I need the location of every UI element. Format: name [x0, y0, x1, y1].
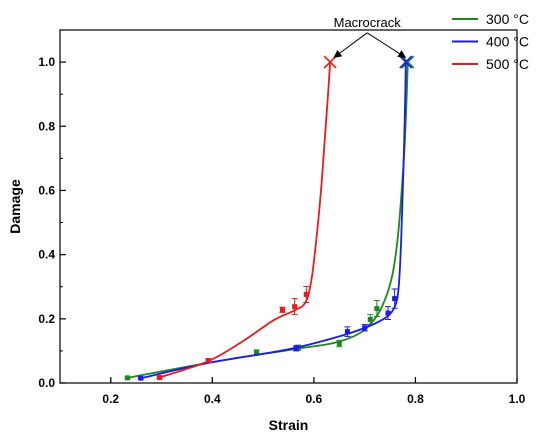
data-point — [303, 291, 309, 297]
x-tick-label: 0.8 — [407, 392, 424, 406]
fracture-marker — [399, 55, 413, 69]
y-tick-label: 0.2 — [38, 312, 55, 326]
fracture-marker — [401, 55, 415, 69]
series-300c — [124, 55, 415, 381]
fracture-marker — [323, 55, 337, 69]
data-point — [293, 345, 299, 351]
y-tick-label: 0.4 — [38, 248, 55, 262]
annotation-arrow — [333, 32, 368, 58]
y-tick-label: 0.6 — [38, 183, 55, 197]
legend-label: 300 °C — [486, 11, 529, 27]
series-line — [127, 62, 409, 379]
data-point — [157, 375, 163, 381]
x-tick-label: 0.6 — [306, 392, 323, 406]
series-400c — [137, 55, 413, 381]
legend-label: 400 °C — [486, 34, 529, 50]
series-line — [140, 62, 407, 380]
data-point — [279, 307, 285, 313]
data-point — [374, 306, 380, 312]
data-point — [254, 350, 260, 356]
legend: 300 °C 400 °C 500 °C — [452, 11, 529, 72]
y-axis-title: Damage — [7, 179, 23, 234]
data-point — [138, 375, 144, 381]
x-axis-title: Strain — [269, 417, 309, 433]
data-point — [362, 325, 368, 331]
macrocrack-label: Macrocrack — [334, 15, 402, 30]
x-tick-label: 0.2 — [102, 392, 119, 406]
x-tick-label: 1.0 — [509, 392, 526, 406]
data-point — [125, 375, 131, 381]
y-tick-label: 0.0 — [38, 376, 55, 390]
annotation-layer: Macrocrack — [333, 15, 407, 58]
data-point — [205, 358, 211, 364]
series-layer — [124, 55, 415, 381]
data-point — [292, 304, 298, 310]
data-point — [367, 316, 373, 322]
series-500c — [156, 55, 337, 381]
x-tick-label: 0.4 — [204, 392, 221, 406]
annotation-arrow — [366, 32, 407, 58]
y-tick-label: 0.8 — [38, 119, 55, 133]
data-point — [336, 341, 342, 347]
legend-label: 500 °C — [486, 56, 529, 72]
series-line — [159, 62, 332, 379]
data-point — [385, 310, 391, 316]
plot-frame — [59, 29, 518, 384]
y-tick-label: 1.0 — [38, 55, 55, 69]
axes: 0.2 0.4 0.6 0.8 1.0 0.0 0.2 0.4 0.6 0.8 1.0 Strain D… — [7, 29, 526, 433]
data-point — [392, 296, 398, 302]
data-point — [344, 329, 350, 335]
